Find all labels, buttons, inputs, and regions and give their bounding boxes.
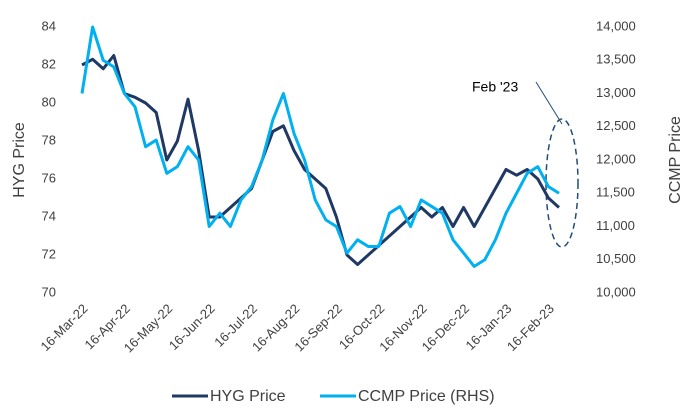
legend-label: CCMP Price (RHS) [358, 388, 495, 405]
y2-tick-label: 10,000 [596, 284, 636, 299]
y-tick-label: 72 [42, 246, 56, 261]
y2-tick-label: 10,500 [596, 251, 636, 266]
annotation: Feb '23 [472, 79, 518, 95]
y-tick-label: 82 [42, 56, 56, 71]
series-line [80, 25, 560, 268]
y-tick-label: 70 [42, 284, 56, 299]
y2-axis-title: CCMP Price [667, 116, 684, 204]
plot-area [80, 25, 561, 268]
series-line [81, 54, 561, 266]
x-tick-label: 16-Jun-22 [166, 301, 218, 353]
annotation-arrow [535, 81, 563, 125]
y2-tick-label: 11,500 [596, 185, 635, 200]
y-tick-label: 76 [42, 170, 56, 185]
y-tick-label: 78 [42, 132, 56, 147]
y2-tick-label: 14,000 [596, 18, 636, 33]
annotation-ellipse [545, 118, 579, 248]
x-tick-label: 16-Mar-22 [38, 301, 91, 354]
y2-tick-label: 12,000 [596, 151, 636, 166]
y2-tick-label: 11,000 [596, 218, 635, 233]
y-tick-label: 74 [42, 208, 56, 223]
y2-tick-label: 13,500 [596, 52, 636, 67]
legend-label: HYG Price [210, 388, 286, 405]
y2-tick-label: 12,500 [596, 118, 636, 133]
y2-tick-label: 13,000 [596, 85, 636, 100]
y-tick-label: 80 [42, 94, 56, 109]
y-tick-label: 84 [42, 18, 56, 33]
y-axis-title: HYG Price [11, 122, 28, 198]
